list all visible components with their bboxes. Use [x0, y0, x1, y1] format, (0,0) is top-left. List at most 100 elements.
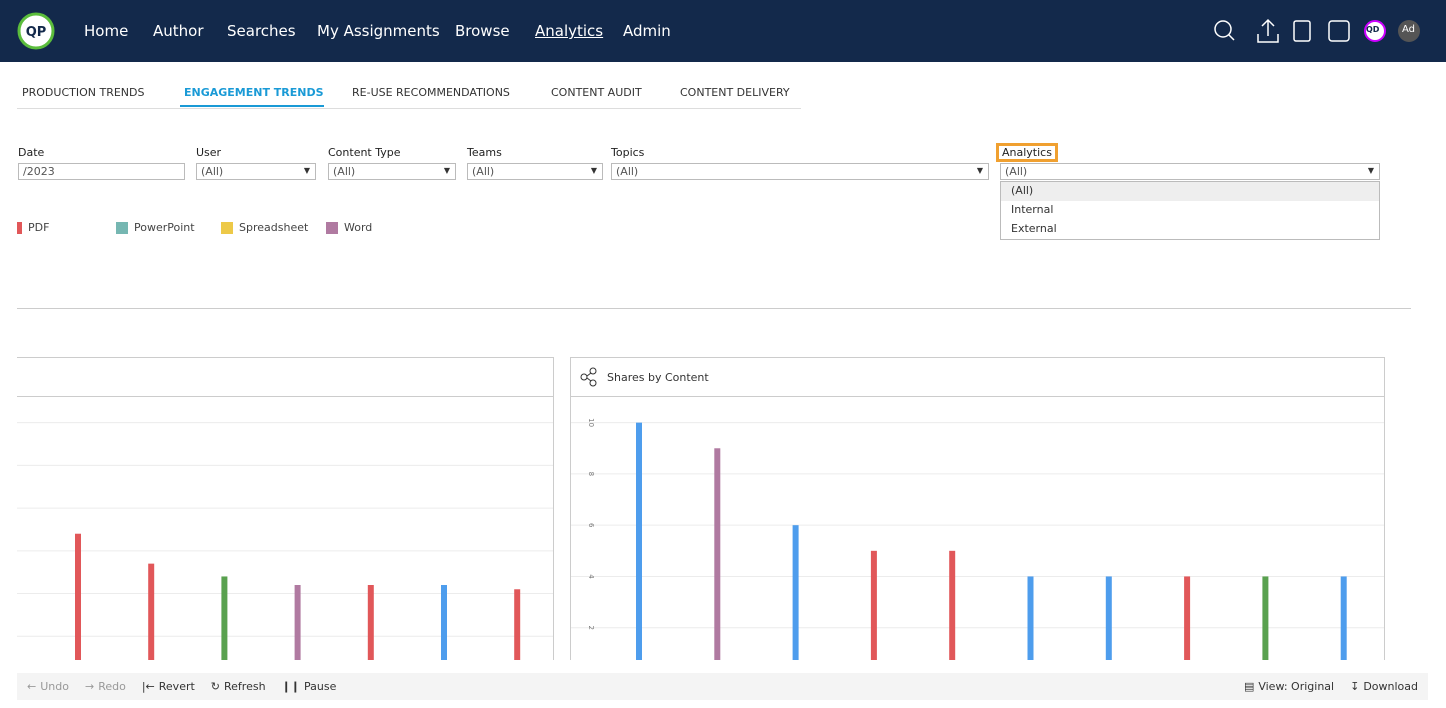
top-nav: QP QD Ad Home Author Searches My Assignment… — [0, 0, 1446, 62]
bar — [1105, 576, 1112, 660]
filter-label: Content Type — [328, 146, 401, 159]
filter-value: (All) — [616, 165, 639, 178]
legend-label: PDF — [28, 221, 50, 234]
toolbar-right: ▤ View: Original ↧ Download — [1244, 680, 1418, 693]
tab[interactable]: RE-USE RECOMMENDATIONS — [352, 86, 510, 99]
filter-field[interactable]: (All) ▼ — [328, 163, 456, 180]
toolbar-button[interactable]: ❙❙ Pause — [282, 680, 337, 693]
bar — [221, 576, 228, 660]
filter-value: (All) — [201, 165, 224, 178]
nav-item[interactable]: Analytics — [535, 22, 604, 40]
dropdown-arrow: ▼ — [443, 166, 450, 175]
legend-swatch — [17, 221, 22, 234]
panel: Shares by Content 2 4 6 8 10 — [570, 357, 1385, 660]
nav-item[interactable]: Browse — [455, 22, 510, 40]
toolbar-icon: ↻ — [210, 680, 221, 693]
dropdown-option[interactable]: (All) — [1001, 182, 1379, 201]
legend-label: Word — [344, 221, 373, 234]
filter-field[interactable]: /2023 — [18, 163, 185, 180]
chart — [17, 422, 553, 660]
toolbar-icon: |← — [141, 680, 155, 693]
filter-field[interactable]: (All) ▼ — [611, 163, 989, 180]
bar — [441, 585, 447, 660]
dropdown: (All) Internal External — [1000, 181, 1380, 240]
panel-header — [17, 358, 553, 397]
nav-item[interactable]: Home — [84, 22, 129, 40]
nav-item[interactable]: My Assignments — [317, 22, 440, 40]
bar — [294, 585, 301, 660]
filter-label: Date — [18, 146, 45, 159]
chart: 2 4 6 8 10 — [571, 418, 1384, 660]
avatar[interactable]: Ad — [1402, 24, 1416, 35]
bar — [870, 550, 877, 660]
chart-area: 2 4 6 8 10 — [571, 397, 1384, 660]
filter-field[interactable]: (All) ▼ — [196, 163, 316, 180]
panel-header: Shares by Content — [571, 358, 1384, 397]
dropdown-arrow: ▼ — [303, 166, 310, 175]
toolbar-icon: ← — [27, 680, 37, 693]
toolbar-label: Refresh — [224, 680, 266, 693]
filter-label: Analytics — [996, 143, 1058, 162]
filter-label: Topics — [611, 146, 645, 159]
chart-title: Shares by Content — [607, 370, 709, 384]
filter-value: (All) — [472, 165, 495, 178]
bar — [148, 563, 155, 660]
bar — [636, 422, 642, 660]
toolbar-label: View: Original — [1258, 680, 1335, 693]
bar — [1340, 576, 1347, 660]
legend-item: PowerPoint — [116, 221, 195, 234]
filter-field[interactable]: (All) ▼ — [467, 163, 603, 180]
toolbar-label: Pause — [304, 680, 337, 693]
divider — [17, 308, 1411, 309]
nav-item[interactable]: Admin — [623, 22, 671, 40]
toolbar-icon: → — [84, 680, 95, 693]
legend-item: Spreadsheet — [221, 221, 308, 234]
tab[interactable]: PRODUCTION TRENDS — [22, 86, 145, 99]
bar — [1184, 576, 1191, 660]
nav-item[interactable]: Author — [153, 22, 204, 40]
dropdown-option[interactable]: External — [1011, 222, 1057, 235]
tab[interactable]: CONTENT AUDIT — [551, 86, 642, 99]
logo[interactable]: QP — [16, 10, 58, 52]
filter-label: Teams — [467, 146, 502, 159]
toolbar-button[interactable]: → Redo — [85, 680, 126, 693]
toolbar-button[interactable]: ↻ Refresh — [211, 680, 266, 693]
legend-item: PDF — [17, 221, 49, 234]
logo-text: QP — [26, 25, 47, 40]
legend-label: Spreadsheet — [239, 221, 309, 234]
dropdown-arrow: ▼ — [976, 166, 983, 175]
legend-item: Word — [326, 221, 372, 234]
legend-swatch — [221, 221, 233, 234]
share-icon — [580, 367, 597, 387]
filter-label: User — [196, 146, 222, 159]
tab[interactable]: CONTENT DELIVERY — [680, 86, 790, 99]
bar — [792, 525, 799, 660]
panel — [17, 357, 554, 660]
toolbar-label: Revert — [158, 680, 195, 693]
legend-label: PowerPoint — [134, 221, 195, 234]
legend-swatch — [326, 221, 338, 234]
bar — [514, 589, 521, 660]
nav-item[interactable]: Searches — [227, 22, 296, 40]
dropdown-arrow: ▼ — [590, 166, 597, 175]
bar — [714, 448, 721, 660]
y-tick-label: 8 — [587, 472, 595, 476]
avatar[interactable]: QD — [1366, 25, 1380, 34]
nav-icons — [1214, 18, 1420, 43]
filter-value: (All) — [333, 165, 356, 178]
toolbar-button[interactable]: ▤ View: Original — [1244, 680, 1334, 693]
filter-value: /2023 — [23, 165, 55, 178]
dropdown-option[interactable]: Internal — [1011, 203, 1054, 216]
legend-swatch — [116, 221, 128, 234]
tab[interactable]: ENGAGEMENT TRENDS — [180, 86, 324, 107]
bar — [367, 585, 374, 660]
toolbar-icon: ▤ — [1243, 680, 1255, 693]
bar — [1262, 576, 1269, 660]
filter-field[interactable]: (All) ▼ — [1000, 163, 1380, 180]
toolbar-button[interactable]: ← Undo — [27, 680, 69, 693]
toolbar-button[interactable]: |← Revert — [142, 680, 195, 693]
toolbar-button[interactable]: ↧ Download — [1350, 680, 1418, 693]
y-tick-label: 10 — [587, 418, 595, 427]
toolbar: ← Undo → Redo |← Revert ↻ Refresh ❙❙ Pause ▤ View:… — [17, 673, 1428, 700]
